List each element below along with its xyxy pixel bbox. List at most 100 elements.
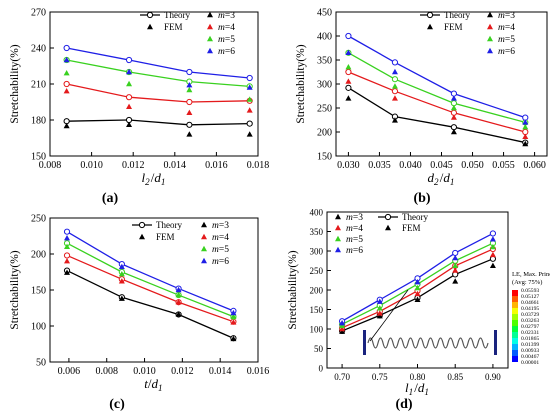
- inset-left-clamp: [363, 330, 366, 355]
- legend-series-marker: [207, 11, 213, 18]
- panel-label-d: (d): [395, 397, 412, 412]
- legend-series-marker: [487, 23, 493, 30]
- plot-frame: [335, 11, 548, 157]
- theory-line-m6: [66, 47, 250, 79]
- fem-point: [450, 128, 457, 135]
- y-tick-label: 300: [317, 80, 332, 91]
- x-tick-label: 0.70: [334, 372, 350, 382]
- y-tick-label: 350: [310, 227, 324, 237]
- theory-line-m5: [66, 242, 234, 318]
- panel-label-b: (b): [413, 191, 430, 206]
- theory-line-m3: [66, 119, 250, 126]
- fem-point: [339, 328, 346, 334]
- x-tick-label: 0.006: [58, 366, 81, 377]
- legend-series-label: m=4: [212, 233, 229, 243]
- x-tick-label: 0.016: [247, 366, 270, 377]
- colorbar-swatch: [512, 344, 518, 350]
- fem-point: [339, 319, 346, 326]
- legend-series-label: m=3: [346, 213, 363, 223]
- theory-point: [186, 121, 193, 128]
- legend-series-marker: [335, 213, 341, 220]
- colorbar-tick-label: 0.00001: [521, 360, 539, 366]
- panel-a-chart: 150 180 210 240 270 0.008 0.010 0.012 0.014 0.016…: [9, 8, 269, 188]
- colorbar-tick-label: 0.02797: [521, 324, 539, 330]
- legend-series-label: m=6: [346, 246, 363, 256]
- inset-right-clamp: [494, 330, 497, 355]
- fem-point: [345, 64, 352, 70]
- theory-point: [391, 76, 399, 83]
- colorbar-tick-label: 0.05593: [521, 288, 539, 294]
- panel-d-chart: 0 50 100 150 200 250 300 350 400 0.70 0.75 0.80 0.85…: [287, 208, 550, 398]
- x-tick-label: 0.008: [95, 366, 118, 377]
- legend-series-marker: [335, 224, 341, 231]
- fem-point: [376, 312, 383, 319]
- legend-theory-label: Theory: [444, 10, 470, 20]
- fem-point: [450, 95, 457, 101]
- legend-series-marker: [335, 246, 341, 253]
- theory-point: [63, 228, 71, 235]
- theory-point: [391, 59, 399, 66]
- theory-point: [63, 44, 70, 52]
- fem-point: [230, 309, 237, 316]
- x-tick-label: 0.060: [523, 160, 546, 171]
- fem-point: [175, 299, 182, 305]
- theory-point: [391, 88, 399, 95]
- y-tick-label: 350: [317, 56, 332, 67]
- legend-series-label: m=3: [218, 11, 235, 21]
- y-tick-label: 250: [31, 214, 46, 225]
- fem-point: [230, 313, 237, 319]
- fem-point: [489, 243, 496, 250]
- fem-point: [391, 83, 398, 89]
- theory-line-m6: [66, 231, 234, 312]
- fem-point: [175, 311, 182, 317]
- fem-point: [246, 84, 253, 90]
- y-tick-label: 200: [317, 128, 332, 139]
- x-tick-label: 0.050: [461, 160, 484, 171]
- y-tick-label: 50: [314, 344, 324, 354]
- fem-point: [186, 82, 193, 88]
- x-tick-label: 0.014: [164, 160, 187, 171]
- fem-point: [118, 263, 125, 270]
- legend-fem-marker: [147, 23, 153, 30]
- legend-series-marker: [207, 47, 213, 54]
- fem-point: [414, 279, 421, 285]
- fem-point: [489, 251, 496, 258]
- serpentine-wire: [367, 337, 489, 349]
- colorbar-swatch: [512, 302, 518, 308]
- fem-point: [450, 104, 457, 111]
- legend-series-marker: [201, 257, 207, 264]
- theory-line-m6: [348, 35, 526, 119]
- colorbar-tick-label: 0.03729: [521, 312, 539, 318]
- fem-point: [118, 270, 125, 277]
- colorbar-swatch: [512, 326, 518, 332]
- fem-point: [230, 335, 237, 342]
- fem-point: [339, 325, 346, 332]
- colorbar-tick-label: 0.02331: [521, 330, 539, 336]
- colorbar-swatch: [512, 350, 518, 356]
- colorbar-title: LE, Max. Principal: [512, 271, 550, 278]
- y-tick-label: 0: [319, 364, 324, 374]
- fem-point: [186, 86, 193, 93]
- legend-theory-marker: [146, 11, 154, 19]
- legend-series-label: m=5: [218, 35, 235, 45]
- fem-point: [246, 131, 253, 137]
- fem-point: [489, 262, 496, 269]
- colorbar-tick-label: 0.01399: [521, 342, 539, 348]
- fem-point: [63, 122, 70, 129]
- legend-fem-marker: [427, 23, 433, 30]
- y-tick-label: 250: [310, 266, 324, 276]
- x-tick-label: 0.012: [122, 160, 145, 171]
- theory-point: [186, 68, 193, 76]
- y-tick-label: 200: [31, 250, 46, 261]
- theory-point: [246, 74, 253, 82]
- fem-point: [186, 109, 193, 115]
- legend-series-label: m=6: [212, 257, 229, 267]
- legend-theory-label: Theory: [156, 220, 182, 230]
- colorbar-swatch: [512, 338, 518, 344]
- theory-point: [246, 120, 253, 127]
- fem-point: [391, 95, 398, 101]
- y-tick-label: 270: [31, 8, 46, 19]
- legend-series-label: m=5: [346, 235, 363, 245]
- x-tick-label: 0.014: [209, 366, 232, 377]
